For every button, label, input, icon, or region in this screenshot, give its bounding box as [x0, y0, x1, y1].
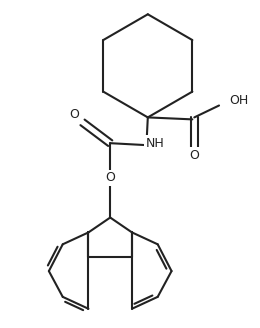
- Text: O: O: [105, 172, 115, 184]
- Text: O: O: [189, 149, 199, 162]
- Text: O: O: [70, 108, 80, 121]
- Text: OH: OH: [229, 94, 248, 107]
- Text: NH: NH: [145, 137, 164, 150]
